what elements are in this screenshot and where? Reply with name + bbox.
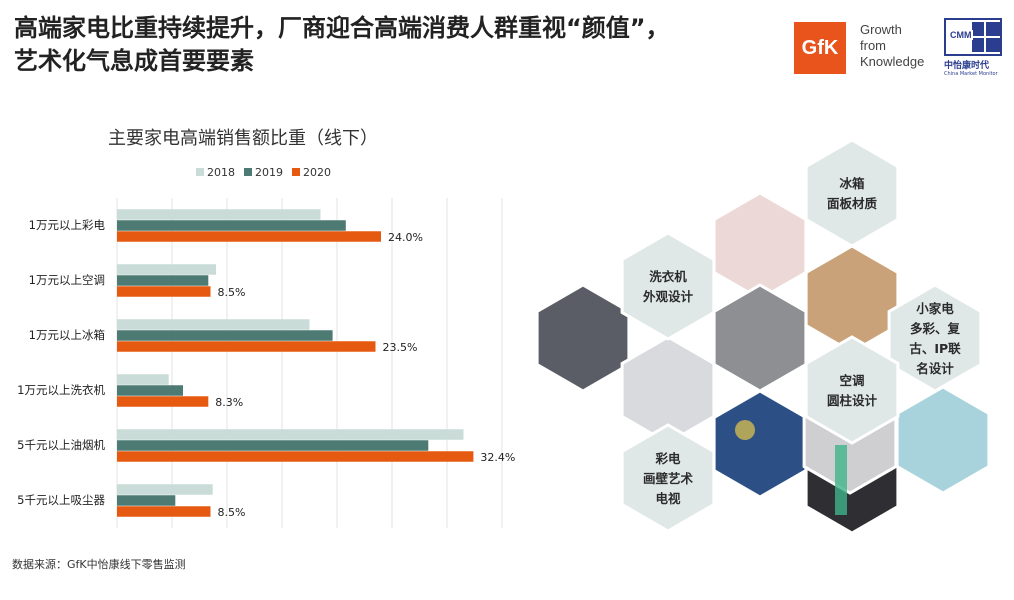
gfk-tagline-2: from: [860, 38, 886, 53]
gfk-tagline: Growth from Knowledge: [860, 22, 924, 70]
legend-label-2020: 2020: [303, 166, 331, 179]
bar-2019-1: [117, 275, 209, 286]
bar-2019-2: [117, 330, 333, 341]
feature-hex-1: [620, 231, 716, 341]
legend-label-2018: 2018: [207, 166, 235, 179]
feature-hex-4: [620, 423, 716, 533]
data-label: 8.5%: [218, 506, 246, 519]
data-label: 23.5%: [383, 341, 418, 354]
bar-2020-2: [117, 341, 376, 352]
gfk-tagline-1: Growth: [860, 22, 902, 37]
bar-2018-2: [117, 319, 310, 330]
pink-fridge-photo-hex: [712, 191, 808, 301]
feature-hex-label: 多彩、复: [910, 321, 961, 336]
chart-title: 主要家电高端销售额比重（线下）: [108, 128, 378, 149]
bar-2020-0: [117, 231, 381, 242]
bar-2018-0: [117, 209, 321, 220]
category-label: 1万元以上彩电: [29, 218, 106, 232]
ac-display-strip: [835, 445, 847, 515]
feature-hex-label: 冰箱: [839, 176, 865, 191]
feature-hex-label: 空调: [839, 373, 864, 388]
feature-hex-label: 圆柱设计: [827, 393, 878, 408]
feature-hex-label: 电视: [655, 491, 681, 506]
bar-2019-3: [117, 385, 183, 396]
cmm-name: 中怡康时代: [944, 61, 990, 71]
feature-hex-2: [887, 283, 983, 393]
moon-shape: [735, 420, 755, 440]
feature-hex-label: 外观设计: [642, 289, 694, 304]
bar-2019-0: [117, 220, 346, 231]
source-note: 数据来源：GfK中怡康线下零售监测: [12, 558, 186, 571]
bar-2019-5: [117, 495, 176, 506]
feature-hex-label: 彩电: [654, 451, 681, 466]
data-label: 8.5%: [218, 286, 246, 299]
cmm-english: China Market Monitor: [944, 71, 998, 77]
bar-2018-5: [117, 484, 213, 495]
category-label: 5千元以上吸尘器: [17, 493, 105, 507]
feature-hex-label: 洗衣机: [649, 269, 687, 284]
bar-2018-3: [117, 374, 169, 385]
washer-dryer-photo-hex: [712, 283, 808, 393]
bar-2020-5: [117, 506, 211, 517]
title-line-2: 艺术化气息成首要要素: [14, 47, 254, 75]
legend-swatch-2019: [244, 168, 252, 176]
fridge-photo-hex: [535, 283, 631, 393]
data-label: 24.0%: [388, 231, 423, 244]
feature-hex-label: 面板材质: [827, 196, 878, 211]
bar-2018-4: [117, 429, 464, 440]
feature-hex-0: [804, 138, 900, 248]
gfk-logo: GfK: [794, 22, 846, 74]
page-title: 高端家电比重持续提升，厂商迎合高端消费人群重视“颜值”， 艺术化气息成首要要素: [14, 12, 784, 78]
feature-hex-label: 画壁艺术: [643, 471, 694, 486]
category-label: 1万元以上空调: [29, 273, 105, 287]
feature-hex-label: 名设计: [916, 361, 954, 376]
cmm-logo: CMM 中怡康时代 China Market Monitor: [944, 18, 1002, 78]
feature-hex-3: [804, 335, 900, 445]
toaster-photo-hex: [895, 385, 991, 495]
category-label: 5千元以上油烟机: [17, 438, 105, 452]
bar-2019-4: [117, 440, 429, 451]
feature-hex-label: 古、IP联: [909, 341, 961, 356]
category-label: 1万元以上洗衣机: [17, 383, 105, 397]
data-label: 8.3%: [215, 396, 243, 409]
title-line-1: 高端家电比重持续提升，厂商迎合高端消费人群重视“颜值”，: [14, 14, 670, 42]
category-label: 1万元以上冰箱: [29, 328, 105, 342]
bar-2020-3: [117, 396, 209, 407]
gfk-tagline-3: Knowledge: [860, 54, 925, 69]
starry-night-tv-photo-hex: [712, 389, 808, 499]
legend-swatch-2020: [292, 168, 300, 176]
legend-label-2019: 2019: [255, 166, 283, 179]
bar-2020-1: [117, 286, 211, 297]
data-label: 32.4%: [480, 451, 515, 464]
bar-2018-1: [117, 264, 216, 275]
feature-hex-label: 小家电: [915, 301, 954, 316]
legend-swatch-2018: [196, 168, 204, 176]
bar-2020-4: [117, 451, 474, 462]
